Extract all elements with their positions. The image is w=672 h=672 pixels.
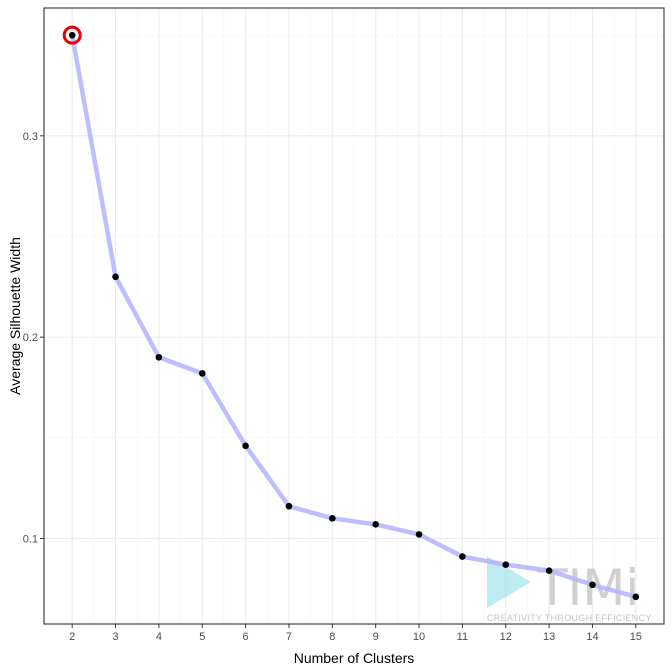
x-tick-label: 15 bbox=[630, 631, 642, 643]
x-tick-label: 8 bbox=[329, 631, 335, 643]
data-point bbox=[545, 567, 553, 574]
x-tick-label: 3 bbox=[112, 631, 118, 643]
x-tick-label: 9 bbox=[373, 631, 379, 643]
panel-border bbox=[43, 7, 665, 625]
data-point bbox=[372, 521, 379, 528]
play-triangle-icon bbox=[487, 556, 531, 608]
y-tick-label: 0.2 bbox=[23, 332, 38, 344]
data-point bbox=[329, 515, 336, 522]
data-point bbox=[415, 531, 423, 538]
optimal-cluster-highlight bbox=[62, 25, 82, 45]
x-axis-title: Number of Clusters bbox=[294, 650, 415, 666]
x-tick-label: 13 bbox=[543, 631, 555, 643]
data-point bbox=[155, 353, 163, 361]
x-tick-label: 14 bbox=[586, 631, 598, 643]
y-tick-label: 0.3 bbox=[23, 131, 38, 143]
x-tick-label: 4 bbox=[156, 631, 162, 643]
data-point bbox=[459, 553, 466, 560]
watermark-logo: TIMi CREATIVITY THROUGH EFFICIENCY bbox=[487, 556, 652, 623]
series-line bbox=[69, 32, 639, 600]
data-point bbox=[589, 581, 596, 589]
grid bbox=[44, 8, 664, 624]
watermark-tagline: CREATIVITY THROUGH EFFICIENCY bbox=[487, 613, 652, 623]
watermark-brand: TIMi bbox=[536, 559, 639, 617]
axes: 2 3 4 5 6 7 8 9 10 11 12 13 14 15 0.1 0.2 0.3 bbox=[23, 131, 642, 643]
data-point bbox=[502, 561, 510, 568]
x-tick-label: 2 bbox=[69, 631, 75, 643]
x-tick-label: 5 bbox=[199, 631, 205, 643]
x-tick-label: 7 bbox=[286, 631, 292, 643]
data-point bbox=[632, 593, 640, 601]
data-point bbox=[198, 370, 206, 377]
x-tick-label: 11 bbox=[457, 631, 468, 643]
x-tick-label: 6 bbox=[243, 631, 249, 643]
series bbox=[62, 25, 640, 601]
x-tick-label: 12 bbox=[500, 631, 512, 643]
y-axis-title: Average Silhouette Width bbox=[7, 237, 23, 395]
data-point bbox=[68, 31, 76, 39]
data-point bbox=[112, 273, 119, 281]
data-point bbox=[242, 442, 249, 450]
data-point bbox=[285, 502, 293, 510]
y-tick-label: 0.1 bbox=[23, 533, 38, 545]
x-tick-label: 10 bbox=[413, 631, 425, 643]
